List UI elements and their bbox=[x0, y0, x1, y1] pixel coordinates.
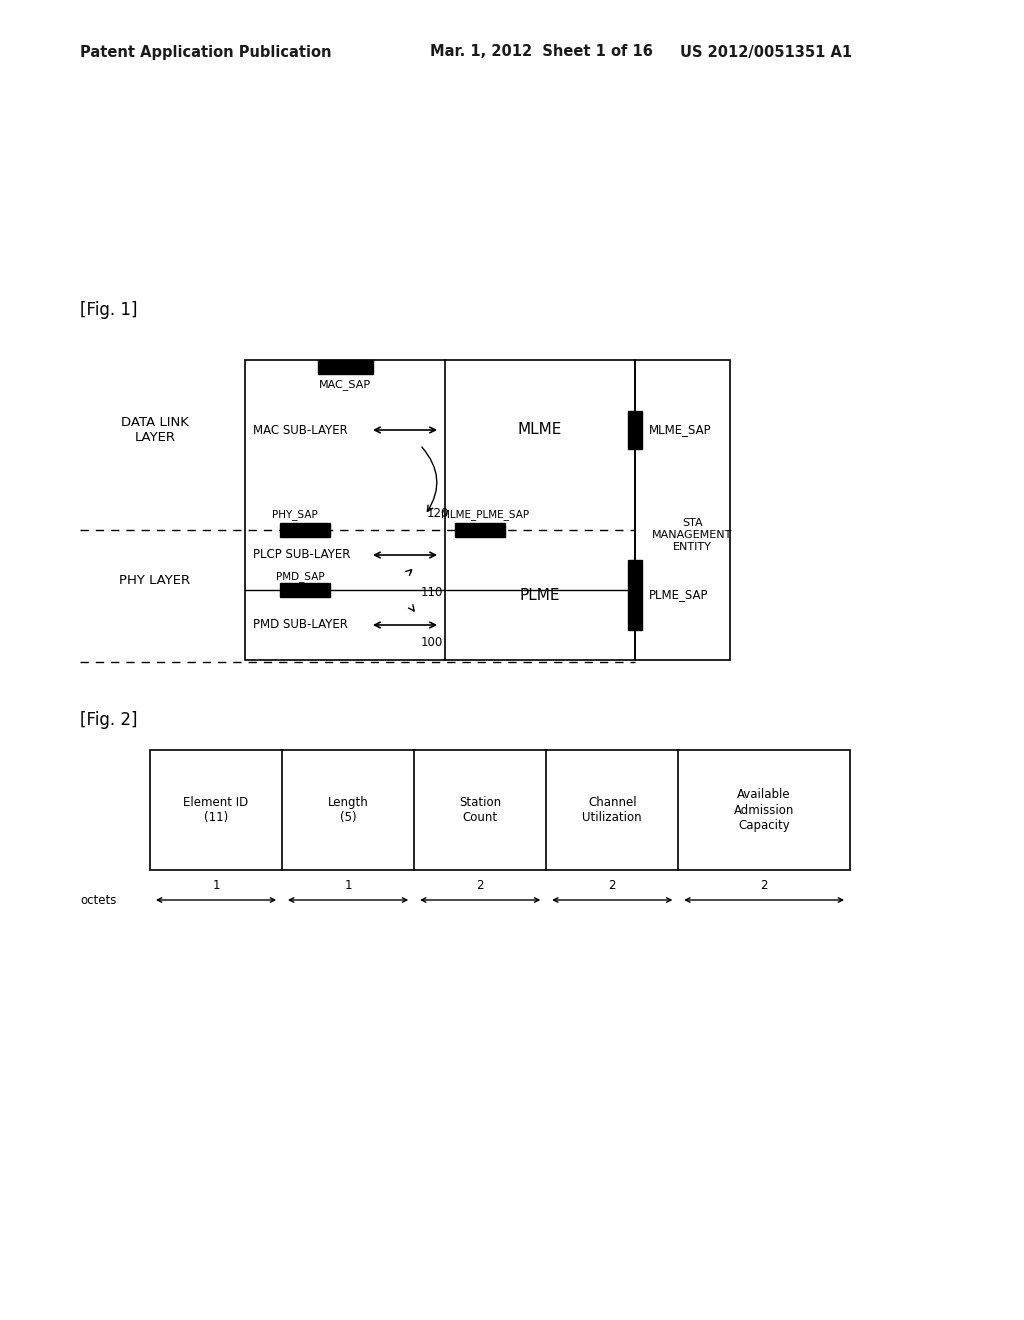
Text: MLME_PLME_SAP: MLME_PLME_SAP bbox=[441, 510, 529, 520]
Bar bbox=[628, 560, 642, 630]
Text: 110: 110 bbox=[421, 586, 443, 598]
Text: 2: 2 bbox=[476, 879, 484, 892]
Text: PMD SUB-LAYER: PMD SUB-LAYER bbox=[253, 619, 348, 631]
Text: 1: 1 bbox=[212, 879, 220, 892]
Text: PHY_SAP: PHY_SAP bbox=[272, 510, 317, 520]
Text: Patent Application Publication: Patent Application Publication bbox=[80, 45, 332, 59]
Text: [Fig. 1]: [Fig. 1] bbox=[80, 301, 137, 319]
Text: MAC SUB-LAYER: MAC SUB-LAYER bbox=[253, 424, 348, 437]
Text: Mar. 1, 2012  Sheet 1 of 16: Mar. 1, 2012 Sheet 1 of 16 bbox=[430, 45, 653, 59]
Text: PLCP SUB-LAYER: PLCP SUB-LAYER bbox=[253, 549, 350, 561]
Text: 2: 2 bbox=[761, 879, 768, 892]
Text: Length
(5): Length (5) bbox=[328, 796, 369, 824]
Text: 120: 120 bbox=[427, 507, 450, 520]
Text: PHY LAYER: PHY LAYER bbox=[120, 573, 190, 586]
Text: Available
Admission
Capacity: Available Admission Capacity bbox=[734, 788, 795, 832]
Bar bbox=[280, 523, 330, 537]
Text: Element ID
(11): Element ID (11) bbox=[183, 796, 249, 824]
Text: Station
Count: Station Count bbox=[459, 796, 502, 824]
Bar bbox=[317, 360, 373, 374]
Text: 1: 1 bbox=[344, 879, 352, 892]
Text: DATA LINK
LAYER: DATA LINK LAYER bbox=[121, 416, 189, 444]
Text: [Fig. 2]: [Fig. 2] bbox=[80, 711, 137, 729]
Text: 100: 100 bbox=[421, 636, 443, 649]
Bar bbox=[455, 523, 505, 537]
Bar bbox=[150, 750, 850, 870]
Text: PMD_SAP: PMD_SAP bbox=[275, 572, 325, 582]
Text: 2: 2 bbox=[608, 879, 616, 892]
Text: PLME: PLME bbox=[520, 587, 560, 602]
Text: MAC_SAP: MAC_SAP bbox=[318, 380, 371, 391]
Text: PLME_SAP: PLME_SAP bbox=[649, 589, 709, 602]
Text: STA
MANAGEMENT
ENTITY: STA MANAGEMENT ENTITY bbox=[652, 519, 733, 552]
Text: US 2012/0051351 A1: US 2012/0051351 A1 bbox=[680, 45, 852, 59]
Text: Channel
Utilization: Channel Utilization bbox=[583, 796, 642, 824]
Bar bbox=[245, 360, 635, 660]
Text: MLME: MLME bbox=[518, 422, 562, 437]
Text: MLME_SAP: MLME_SAP bbox=[649, 424, 712, 437]
Bar bbox=[628, 411, 642, 449]
Text: octets: octets bbox=[80, 894, 117, 907]
Bar bbox=[280, 583, 330, 597]
Bar bbox=[635, 360, 730, 660]
